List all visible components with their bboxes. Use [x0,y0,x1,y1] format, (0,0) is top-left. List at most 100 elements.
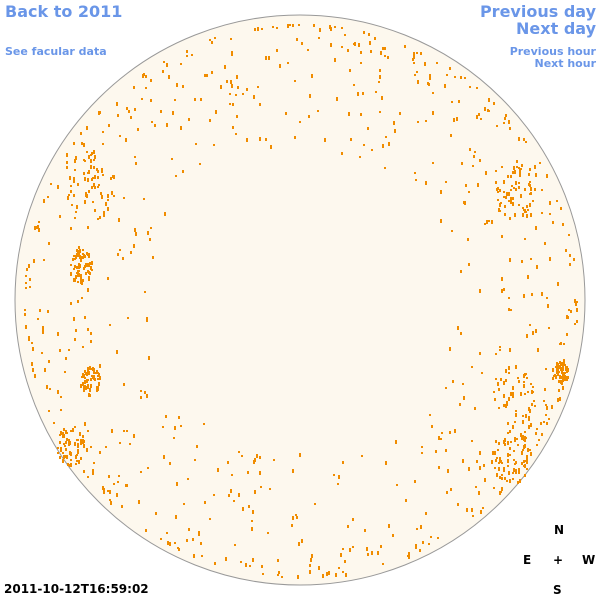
facula [50,183,52,185]
facula [505,404,507,408]
facula [345,573,347,577]
facula [476,115,478,119]
facula [314,503,316,505]
facula [488,220,490,222]
facula [366,547,368,551]
facula [462,383,464,385]
facula [463,396,465,400]
facula [515,181,517,185]
facula [75,455,77,459]
facula [338,475,340,479]
facula [292,24,294,27]
facula [535,226,537,230]
facula [513,450,515,452]
facula [65,441,67,444]
facula [514,213,516,217]
facula [381,96,383,100]
facula [479,451,481,455]
facula [309,94,311,98]
facula [544,388,546,391]
facula [533,400,535,402]
facula [560,364,562,366]
facula [83,172,85,175]
facula [80,277,82,280]
facula [382,47,384,50]
facula [281,576,283,578]
facula [415,179,417,181]
facula [96,388,98,390]
facula [228,494,230,497]
facula [347,49,349,52]
facula [379,69,381,72]
facula [482,507,484,509]
facula [454,429,456,433]
facula [521,260,523,263]
facula [557,363,559,365]
facula [508,366,510,370]
facula [140,396,142,399]
back-link[interactable]: Back to 2011 [5,2,123,21]
facular-link[interactable]: See facular data [5,45,107,58]
facula [395,440,397,444]
facula [289,24,291,26]
facula [444,84,446,88]
facula [90,384,92,388]
facula [506,192,508,196]
facula [63,443,65,445]
facula [90,154,92,156]
facula [480,118,482,120]
facula [501,474,503,476]
facula [160,110,162,113]
prev-day-link[interactable]: Previous day [479,2,596,21]
facula [341,46,343,48]
facula [349,548,351,552]
facula [188,118,190,121]
facula [196,445,198,448]
facula [529,203,531,207]
facula [75,211,77,213]
facula [508,120,510,124]
facula [567,316,569,319]
facula [166,532,168,534]
facula [65,448,67,451]
facula [523,374,525,378]
compass-west: W [582,553,596,567]
facula [522,415,524,417]
facula [63,455,65,459]
facula [77,273,79,277]
facula [99,451,101,454]
facula [107,490,109,492]
facula [105,202,107,206]
facula [59,441,61,444]
facula [526,205,528,208]
next-hour-link[interactable]: Next hour [534,57,597,70]
facula [101,195,103,199]
facula [146,394,148,398]
next-day-link[interactable]: Next day [516,19,596,38]
facula [528,425,530,429]
facula [204,502,206,504]
facula [432,111,434,115]
facula [509,217,511,220]
facula [175,175,177,177]
facula [527,209,529,211]
facula [46,385,48,389]
facula [518,380,520,383]
facula [31,342,33,344]
facula [505,379,507,382]
facula [225,557,227,561]
facula [33,259,35,263]
facula [414,480,416,483]
facula [360,113,362,116]
facula [87,369,89,372]
facula [528,173,530,176]
facula [461,162,463,165]
facula [436,62,438,64]
prev-hour-link[interactable]: Previous hour [509,45,596,58]
facula [68,439,70,442]
facula [510,189,512,191]
facula [261,28,263,30]
facula [273,459,275,461]
facula [252,558,254,562]
facula [520,194,522,198]
